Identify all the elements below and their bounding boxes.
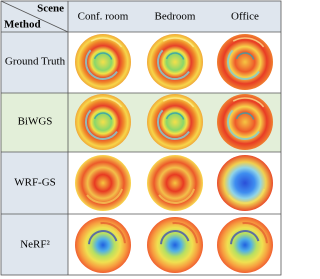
heatmap xyxy=(147,94,203,150)
row-label: WRF-GS xyxy=(14,177,56,189)
heatmap-streak xyxy=(88,230,118,245)
heatmap-streak xyxy=(160,230,190,245)
heatmap-streak xyxy=(230,230,260,245)
row-label: Ground Truth xyxy=(5,56,66,68)
heatmap-streak xyxy=(235,52,255,60)
table-rules xyxy=(0,0,282,276)
heatmap-streak xyxy=(90,97,123,108)
column-header: Bedroom xyxy=(155,11,196,23)
heatmap-streak xyxy=(232,37,265,48)
heatmap xyxy=(147,34,203,90)
heatmap xyxy=(217,34,273,90)
scene-label: Scene xyxy=(37,3,64,15)
heatmap-streak xyxy=(227,109,260,140)
method-col-bg xyxy=(1,32,68,275)
heatmap-streak xyxy=(162,97,195,108)
heatmap xyxy=(75,94,131,150)
heatmap-streak xyxy=(93,52,113,60)
heatmap-streak xyxy=(172,222,198,244)
heatmap-streak xyxy=(165,52,185,60)
column-header: Conf. room xyxy=(78,11,129,23)
highlight-row-label-bg xyxy=(1,93,68,152)
heatmap-streak xyxy=(90,37,123,48)
heatmap xyxy=(147,217,203,273)
heatmap xyxy=(75,217,131,273)
heatmap-streak xyxy=(93,112,113,120)
heatmap-streak xyxy=(157,109,190,140)
heatmap-streak xyxy=(235,112,255,120)
heatmap-streak xyxy=(86,188,124,204)
column-header: Office xyxy=(231,11,259,23)
heatmap-streak xyxy=(227,49,260,80)
heatmap-streak xyxy=(228,188,266,204)
heatmap-streak xyxy=(100,222,126,244)
figure-table: Scene Method Conf. room Bedroom Office G… xyxy=(0,0,282,276)
heatmap-streak xyxy=(162,37,195,48)
heatmap-streak xyxy=(242,222,268,244)
row-label: BiWGS xyxy=(18,116,53,128)
heatmap-streak xyxy=(85,109,118,140)
heatmap-streak xyxy=(158,188,196,204)
heatmap-streak xyxy=(85,49,118,80)
heatmap-streak xyxy=(232,97,265,108)
heatmap xyxy=(217,94,273,150)
row-label: NeRF² xyxy=(20,239,50,251)
heatmap-streak xyxy=(157,49,190,80)
heatmap xyxy=(75,34,131,90)
method-label: Method xyxy=(4,19,41,31)
heatmaps xyxy=(75,34,273,273)
heatmap-streak xyxy=(165,112,185,120)
heatmap xyxy=(217,217,273,273)
header-bg xyxy=(1,1,281,32)
